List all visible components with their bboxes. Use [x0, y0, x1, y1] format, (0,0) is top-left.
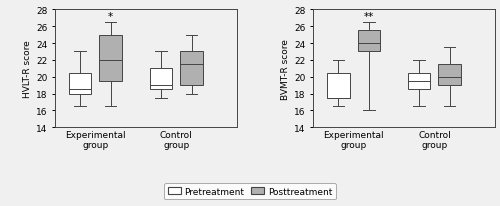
Legend: Pretreatment, Posttreatment: Pretreatment, Posttreatment — [164, 183, 336, 199]
Y-axis label: BVMT-R score: BVMT-R score — [281, 39, 290, 99]
PathPatch shape — [100, 35, 122, 82]
PathPatch shape — [327, 73, 349, 98]
Text: *: * — [108, 12, 114, 22]
PathPatch shape — [180, 52, 203, 86]
PathPatch shape — [150, 69, 172, 90]
Y-axis label: HVLT-R score: HVLT-R score — [22, 40, 32, 98]
PathPatch shape — [438, 65, 461, 86]
PathPatch shape — [68, 73, 92, 94]
PathPatch shape — [358, 31, 380, 52]
Text: **: ** — [364, 12, 374, 22]
PathPatch shape — [408, 73, 430, 90]
